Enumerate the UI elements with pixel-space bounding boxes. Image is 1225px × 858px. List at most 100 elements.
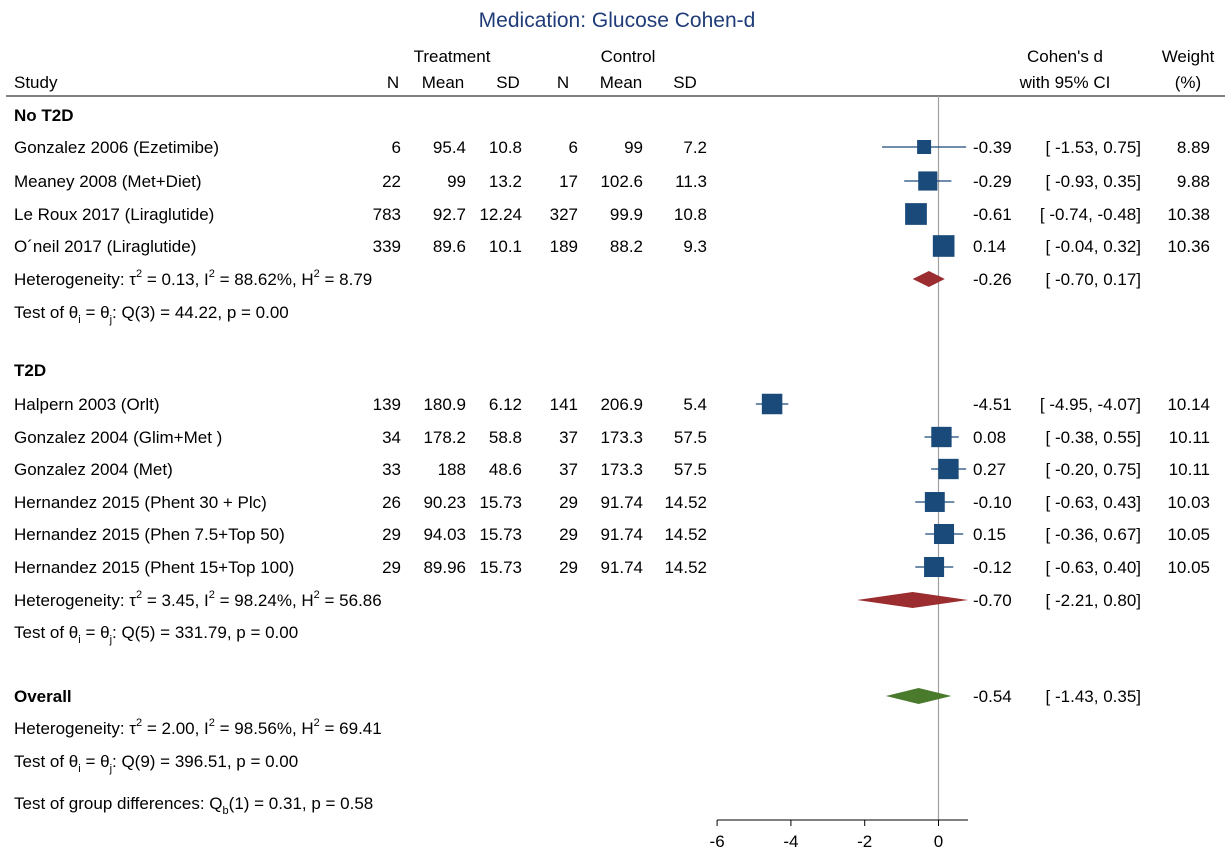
overall-pooled-estimate: -0.54 [973, 687, 1012, 706]
header-treatment-mean: Mean [422, 73, 465, 92]
study-row-2-weight: 9.88 [1177, 172, 1210, 191]
study-row-4-treatment-mean: 89.6 [433, 237, 466, 256]
header-control-mean: Mean [600, 73, 643, 92]
study-row-10-marker [924, 556, 945, 578]
study-row-3-control-mean: 99.9 [610, 205, 643, 224]
study-row-8-marker [924, 492, 945, 512]
study-row-3-estimate: -0.61 [973, 205, 1012, 224]
subgroup-2-test: Test of θi = θj: Q(5) = 331.79, p = 0.00 [14, 623, 298, 646]
study-row-5-estimate: -4.51 [973, 395, 1012, 414]
study-row-8-ci-label: [ -0.63, 0.43] [1046, 493, 1141, 512]
subgroup-2-heterogeneity: Heterogeneity: τ2 = 3.45, I2 = 98.24%, H… [14, 589, 382, 610]
study-row-2-control-sd: 11.3 [675, 172, 707, 191]
study-row-8-treatment-sd: 15.73 [479, 493, 522, 512]
x-tick-label-3: 0 [934, 832, 943, 851]
study-row-9-treatment-sd: 15.73 [479, 525, 522, 544]
study-row-10-control-sd: 14.52 [664, 558, 707, 577]
study-row-5-weight: 10.14 [1167, 395, 1210, 414]
study-row-5-control-sd: 5.4 [683, 395, 707, 414]
subgroup-2-pooled-estimate: -0.70 [973, 591, 1012, 610]
study-row-2-estimate: -0.29 [973, 172, 1012, 191]
subgroup-2-pooled-diamond [856, 592, 969, 608]
study-row-3-control-sd: 10.8 [674, 205, 707, 224]
x-tick-label-2: -2 [857, 832, 872, 851]
study-row-1-ci-label: [ -1.53, 0.75] [1046, 138, 1141, 157]
study-row-6-treatment-sd: 58.8 [489, 428, 522, 447]
study-row-9-control-mean: 91.74 [600, 525, 643, 544]
study-row-9-treatment-mean: 94.03 [423, 525, 466, 544]
study-row-5-control-mean: 206.9 [600, 395, 643, 414]
header-weight-line1: Weight [1162, 47, 1215, 66]
study-row-3-treatment-sd: 12.24 [479, 205, 522, 224]
study-row-8-estimate: -0.10 [973, 493, 1012, 512]
subgroup-1-heterogeneity: Heterogeneity: τ2 = 0.13, I2 = 88.62%, H… [14, 268, 372, 289]
study-row-1-marker [917, 140, 932, 154]
study-row-10-name: Hernandez 2015 (Phent 15+Top 100) [14, 558, 294, 577]
overall-heterogeneity: Heterogeneity: τ2 = 2.00, I2 = 98.56%, H… [14, 717, 382, 738]
study-row-8-treatment-mean: 90.23 [423, 493, 466, 512]
study-row-3-weight: 10.38 [1167, 205, 1210, 224]
chart-title: Medication: Glucose Cohen-d [479, 9, 756, 32]
overall-pooled-ci-label: [ -1.43, 0.35] [1046, 687, 1141, 706]
study-row-4-control-sd: 9.3 [683, 237, 707, 256]
subgroup-2-pooled-ci-label: [ -2.21, 0.80] [1046, 591, 1141, 610]
header-weight-line2: (%) [1175, 73, 1201, 92]
study-row-9-marker [934, 523, 955, 545]
study-row-7-estimate: 0.27 [973, 460, 1006, 479]
study-row-5-marker [761, 393, 783, 415]
study-row-10-weight: 10.05 [1167, 558, 1210, 577]
header-effect-line1: Cohen's d [1027, 47, 1103, 66]
study-row-6-control-mean: 173.3 [600, 428, 643, 447]
study-row-10-ci-label: [ -0.63, 0.40] [1046, 558, 1141, 577]
study-row-1-treatment-mean: 95.4 [433, 138, 466, 157]
study-row-5-control-n: 141 [550, 395, 578, 414]
study-row-4-treatment-sd: 10.1 [489, 237, 522, 256]
study-row-3-ci-label: [ -0.74, -0.48] [1040, 205, 1141, 224]
study-row-1-control-n: 6 [569, 138, 578, 157]
study-row-7-control-n: 37 [559, 460, 578, 479]
study-row-2-treatment-n: 22 [382, 172, 401, 191]
overall-test: Test of θi = θj: Q(9) = 396.51, p = 0.00 [14, 752, 298, 775]
subgroup-heading-1: No T2D [14, 106, 74, 125]
study-row-7-marker [938, 458, 959, 480]
header-control-sd: SD [673, 73, 697, 92]
study-row-7-treatment-mean: 188 [438, 460, 466, 479]
study-row-10-control-mean: 91.74 [600, 558, 643, 577]
study-row-2-control-mean: 102.6 [600, 172, 643, 191]
study-row-9-name: Hernandez 2015 (Phen 7.5+Top 50) [14, 525, 285, 544]
study-row-2-treatment-mean: 99 [447, 172, 466, 191]
study-row-9-weight: 10.05 [1167, 525, 1210, 544]
study-row-3-marker [905, 203, 927, 225]
study-row-5-treatment-sd: 6.12 [489, 395, 522, 414]
study-row-6-treatment-mean: 178.2 [423, 428, 466, 447]
study-row-6-weight: 10.11 [1169, 428, 1210, 447]
study-row-7-name: Gonzalez 2004 (Met) [14, 460, 173, 479]
study-row-4-control-n: 189 [550, 237, 578, 256]
study-row-7-treatment-sd: 48.6 [489, 460, 522, 479]
study-row-2-control-n: 17 [559, 172, 578, 191]
subgroup-1-pooled-diamond [912, 271, 945, 287]
study-row-2-name: Meaney 2008 (Met+Diet) [14, 172, 202, 191]
study-row-8-control-n: 29 [559, 493, 578, 512]
header-control-n: N [557, 73, 569, 92]
header-effect-line2: with 95% CI [1019, 73, 1111, 92]
study-row-7-control-mean: 173.3 [600, 460, 643, 479]
study-row-5-ci-label: [ -4.95, -4.07] [1040, 395, 1141, 414]
x-tick-label-1: -4 [783, 832, 798, 851]
header-control: Control [601, 47, 656, 66]
study-row-8-control-mean: 91.74 [600, 493, 643, 512]
study-row-5-treatment-mean: 180.9 [423, 395, 466, 414]
study-row-4-ci-label: [ -0.04, 0.32] [1046, 237, 1141, 256]
header-study: Study [14, 73, 58, 92]
study-row-3-name: Le Roux 2017 (Liraglutide) [14, 205, 214, 224]
overall-label: Overall [14, 687, 72, 706]
study-row-7-weight: 10.11 [1169, 460, 1210, 479]
study-row-1-weight: 8.89 [1177, 138, 1210, 157]
study-row-4-control-mean: 88.2 [610, 237, 643, 256]
study-row-3-treatment-mean: 92.7 [433, 205, 466, 224]
study-row-10-control-n: 29 [559, 558, 578, 577]
subgroup-1-pooled-ci-label: [ -0.70, 0.17] [1046, 270, 1141, 289]
study-row-10-estimate: -0.12 [973, 558, 1012, 577]
